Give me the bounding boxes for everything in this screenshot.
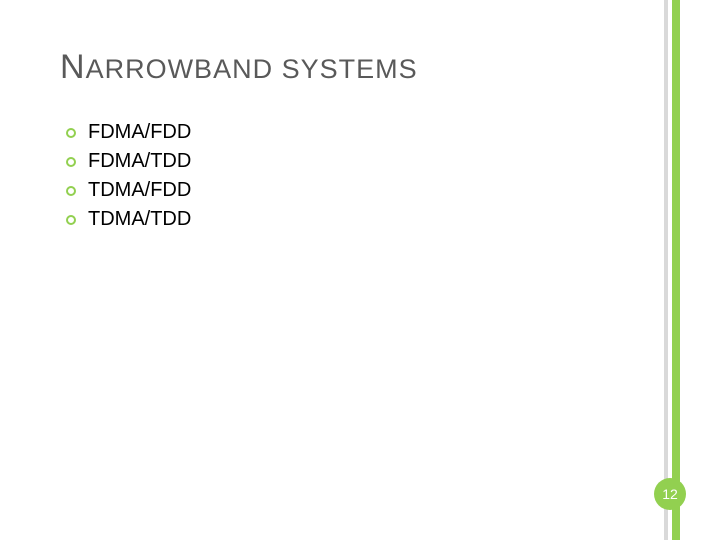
bullet-label: FDMA/FDD: [88, 121, 191, 144]
vertical-rail-outer: [672, 0, 680, 540]
bullet-list: FDMA/FDD FDMA/TDD TDMA/FDD TDMA/TDD: [60, 121, 660, 231]
vertical-rail-inner: [664, 0, 668, 540]
ring-bullet-icon: [66, 128, 76, 138]
page-number: 12: [662, 486, 678, 502]
bullet-label: FDMA/TDD: [88, 150, 191, 173]
list-item: FDMA/FDD: [66, 121, 660, 144]
ring-bullet-icon: [66, 186, 76, 196]
bullet-label: TDMA/TDD: [88, 208, 191, 231]
page-number-badge: 12: [654, 478, 686, 510]
slide: NARROWBAND SYSTEMS FDMA/FDD FDMA/TDD TDM…: [0, 0, 720, 540]
bullet-label: TDMA/FDD: [88, 179, 191, 202]
ring-bullet-icon: [66, 157, 76, 167]
list-item: FDMA/TDD: [66, 150, 660, 173]
title-lead-char: N: [60, 48, 86, 86]
title-rest: ARROWBAND SYSTEMS: [86, 54, 418, 84]
list-item: TDMA/FDD: [66, 179, 660, 202]
list-item: TDMA/TDD: [66, 208, 660, 231]
slide-title: NARROWBAND SYSTEMS: [60, 48, 660, 87]
ring-bullet-icon: [66, 215, 76, 225]
